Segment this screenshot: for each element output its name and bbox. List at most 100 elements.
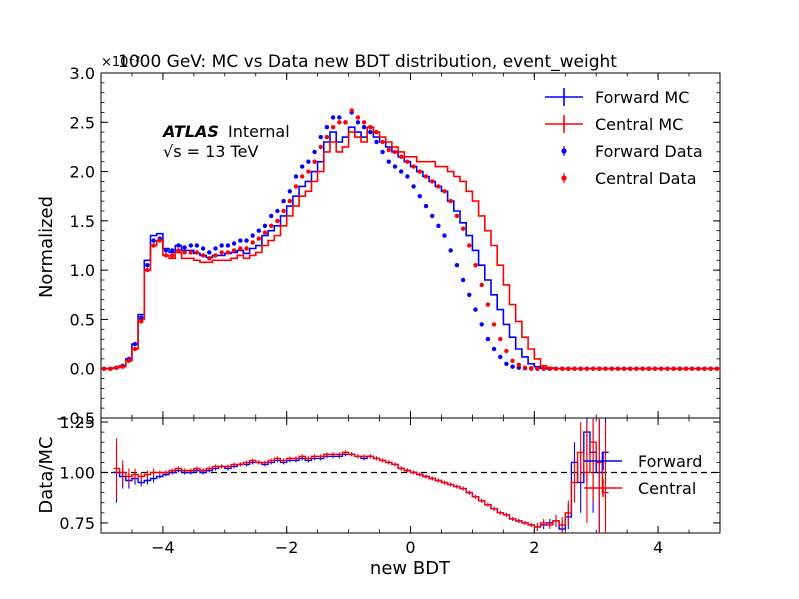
series-central-data-point <box>163 253 169 258</box>
series-central-data-point <box>535 366 540 371</box>
series-central-data-point <box>324 134 330 140</box>
series-central-data-point <box>603 366 608 371</box>
series-forward-data-point <box>355 120 361 125</box>
series-central-data-point <box>188 250 193 255</box>
series-central-data-point <box>485 302 491 307</box>
ratio-y-tick-label: 1.00 <box>59 463 95 482</box>
series-central-data-point <box>318 144 323 150</box>
ratio-plot-frame <box>100 417 721 534</box>
series-central-data-point <box>293 184 299 189</box>
series-forward-data-point <box>368 129 373 135</box>
ratio-y-ticks: 0.75 1.00 1.25 <box>59 413 720 533</box>
series-central-data-point <box>176 248 181 253</box>
series-central-data-point <box>590 366 596 371</box>
series-forward-data-point <box>219 243 224 248</box>
main-y-tick-label: 0.0 <box>70 360 95 379</box>
ratio-legend: Forward Central <box>584 452 702 498</box>
ratio-series-group <box>113 418 609 533</box>
series-forward-data-point <box>454 263 460 268</box>
series-central-data-point <box>238 246 243 251</box>
series-central-data-point <box>677 366 682 371</box>
series-forward-data-point <box>176 243 181 248</box>
series-central-data-point <box>578 366 583 371</box>
ratio-x-tick-label: 2 <box>529 538 539 557</box>
series-forward-data-point <box>436 223 441 228</box>
series-forward-data-point <box>423 203 429 209</box>
ratio-x-tick-label: 0 <box>405 538 415 557</box>
ratio-y-tick-label: 1.25 <box>59 413 95 432</box>
series-forward-data-point <box>399 169 404 174</box>
series-central-data-point <box>182 250 187 255</box>
series-central-data-point <box>671 366 676 371</box>
ratio-legend-label: Forward <box>638 452 702 471</box>
series-central-data-point <box>207 256 212 261</box>
series-central-data-point <box>101 366 107 371</box>
series-central-data-point <box>337 120 342 125</box>
atlas-label: ATLAS <box>161 122 219 141</box>
series-central-data-point <box>256 236 261 241</box>
series-forward-data-point <box>380 149 385 155</box>
series-central-data-point <box>628 366 633 371</box>
series-central-data-point <box>330 125 336 130</box>
series-central-data-point <box>275 218 280 224</box>
main-y-tick-label: 0.5 <box>70 310 95 329</box>
series-forward-data-point <box>405 174 410 179</box>
series-central-data-point <box>597 366 602 371</box>
series-central-data-point <box>312 159 317 164</box>
legend-entry-label: Central Data <box>595 169 697 188</box>
series-forward-data-point <box>491 346 497 352</box>
series-central-data-point <box>423 174 429 179</box>
series-central-data-point <box>442 189 447 194</box>
series-forward-mc-line <box>101 126 720 370</box>
series-central-data-point <box>225 250 231 255</box>
series-central-data-point <box>498 336 503 342</box>
series-central-data-point <box>194 250 200 255</box>
series-central-data-point <box>522 365 528 370</box>
series-forward-data-point <box>442 233 447 238</box>
series-central-data-point <box>300 174 305 179</box>
series-central-data-point <box>281 208 286 214</box>
series-central-data-point <box>306 169 311 174</box>
series-central-data-point <box>114 365 119 370</box>
series-central-data-point <box>343 120 348 125</box>
series-central-data-point <box>231 248 237 253</box>
series-central-data-point <box>547 366 552 371</box>
series-central-data-point <box>665 366 670 371</box>
series-forward-data-point <box>473 307 478 312</box>
series-central-data-point <box>108 366 113 371</box>
series-forward-data-point <box>269 213 274 219</box>
series-forward-data-point <box>374 139 379 145</box>
series-forward-data-point <box>411 184 416 189</box>
series-forward-data-point <box>460 277 466 283</box>
series-central-data-point <box>213 253 218 258</box>
ratio-x-tick-label: −4 <box>151 538 175 557</box>
series-central-data-point <box>621 366 627 371</box>
series-central-data-point <box>460 226 466 231</box>
series-forward-data-point <box>194 243 200 248</box>
series-central-data-point <box>145 267 150 273</box>
series-forward-data-point <box>151 238 156 243</box>
series-central-data-point <box>479 282 484 288</box>
series-central-data-point <box>646 366 651 371</box>
series-central-data-point <box>696 366 701 371</box>
series-central-data-point <box>609 366 614 371</box>
series-forward-data-point <box>430 213 435 219</box>
series-central-data-point <box>560 366 565 371</box>
series-central-data-point <box>262 230 268 235</box>
series-central-data-point <box>139 319 144 324</box>
series-central-data-point <box>250 240 255 245</box>
main-y-tick-label: 3.0 <box>70 64 95 83</box>
series-central-data-point <box>659 366 664 371</box>
series-central-data-point <box>491 322 497 327</box>
series-central-data-point <box>634 366 639 371</box>
series-forward-data-point <box>293 174 299 179</box>
series-forward-data-point <box>330 115 336 120</box>
ratio-series-central-line <box>113 441 609 528</box>
series-forward-data-point <box>275 208 280 214</box>
series-central-data-point <box>151 243 156 248</box>
series-forward-data-point <box>188 243 193 248</box>
series-central-data-point <box>640 366 645 371</box>
series-central-data-point <box>454 213 460 219</box>
series-forward-data-point <box>337 115 342 120</box>
series-central-data-point <box>392 149 398 155</box>
